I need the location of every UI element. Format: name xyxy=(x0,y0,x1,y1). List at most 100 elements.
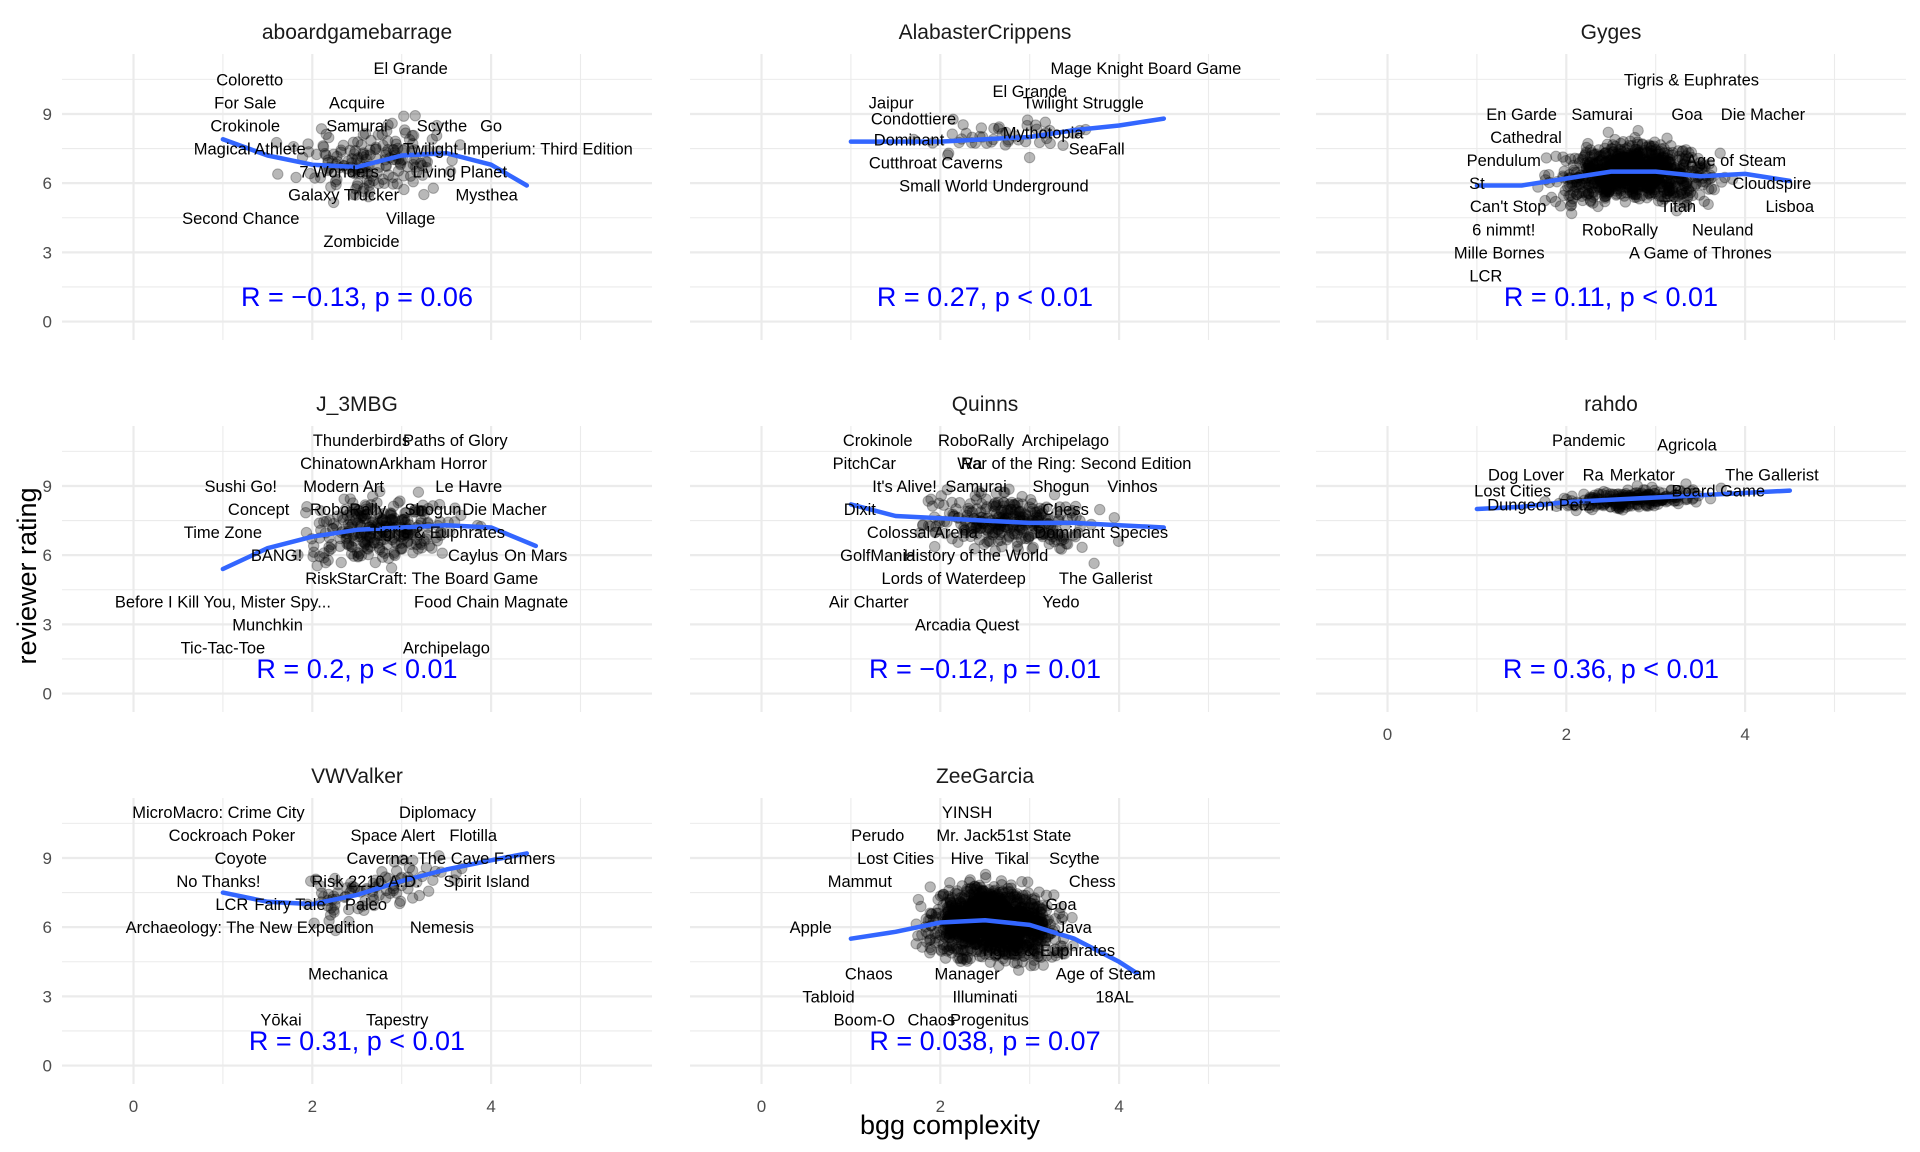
data-point xyxy=(327,148,340,160)
data-point xyxy=(314,171,327,184)
data-point xyxy=(1612,148,1624,160)
data-point xyxy=(1603,186,1615,198)
data-point xyxy=(1651,177,1663,189)
data-point xyxy=(1636,147,1649,159)
point-cloud xyxy=(1532,124,1739,220)
game-label: 51st State xyxy=(997,827,1071,845)
data-point xyxy=(1620,187,1633,199)
data-point xyxy=(387,178,399,190)
data-point xyxy=(407,158,419,171)
data-point xyxy=(1652,146,1665,159)
data-point xyxy=(367,174,380,187)
data-point xyxy=(1577,186,1589,199)
smooth-line xyxy=(848,116,1167,144)
data-point xyxy=(378,177,390,189)
data-point xyxy=(1626,187,1639,199)
data-point xyxy=(998,497,1010,509)
data-point xyxy=(1028,959,1040,972)
data-point xyxy=(1682,189,1694,201)
data-point xyxy=(304,167,316,180)
data-point xyxy=(351,153,363,165)
data-point xyxy=(1649,136,1661,148)
game-label: On Mars xyxy=(504,547,567,565)
data-point xyxy=(1625,148,1638,160)
game-label: Go xyxy=(480,118,502,136)
data-point xyxy=(1656,154,1668,166)
game-label: RoboRally xyxy=(310,501,387,519)
data-point xyxy=(1599,147,1611,160)
data-point xyxy=(1624,135,1636,147)
data-point xyxy=(1599,188,1611,200)
data-point xyxy=(1550,150,1562,163)
data-point xyxy=(398,110,410,122)
game-label: Titan xyxy=(1660,198,1696,216)
data-point xyxy=(1645,187,1658,199)
data-point xyxy=(359,127,372,140)
data-point xyxy=(390,138,402,150)
game-label: Mysthea xyxy=(455,187,518,205)
data-point xyxy=(1016,875,1028,888)
game-label: Mammut xyxy=(828,873,893,891)
data-point xyxy=(1641,155,1654,167)
data-point xyxy=(385,508,398,520)
data-point xyxy=(365,134,377,147)
game-label: Dungeon Petz xyxy=(1487,496,1592,514)
game-label: Dixit xyxy=(844,501,876,519)
data-point xyxy=(337,139,350,152)
data-point xyxy=(387,144,399,156)
game-label: RoboRally xyxy=(938,432,1015,450)
data-point xyxy=(1076,541,1088,554)
data-point xyxy=(356,151,368,163)
game-label: Goa xyxy=(1671,106,1703,124)
data-point xyxy=(410,161,422,173)
data-point xyxy=(1039,116,1052,128)
data-point xyxy=(992,524,1005,537)
data-point xyxy=(376,551,389,563)
data-point xyxy=(1008,890,1021,903)
data-point xyxy=(313,517,326,529)
data-point xyxy=(1630,191,1643,203)
data-point xyxy=(328,904,340,916)
data-point xyxy=(1603,154,1616,166)
game-label: Pendulum xyxy=(1467,152,1541,170)
data-point xyxy=(391,178,403,190)
game-label: Scythe xyxy=(1049,850,1099,868)
data-point xyxy=(430,130,443,142)
data-point xyxy=(1665,139,1677,152)
data-point xyxy=(969,934,981,946)
data-point xyxy=(357,185,369,198)
game-label: Magical Athlete xyxy=(194,141,306,159)
data-point xyxy=(1601,138,1614,151)
data-point xyxy=(1014,901,1027,913)
data-point xyxy=(1539,169,1551,182)
x-axis-title: bgg complexity xyxy=(860,1110,1041,1140)
data-point xyxy=(355,139,368,151)
data-point xyxy=(1678,177,1690,189)
data-point xyxy=(414,157,427,170)
game-label: Yedo xyxy=(1042,593,1079,611)
data-point xyxy=(915,900,927,913)
panel-title: AlabasterCrippens xyxy=(899,21,1072,44)
game-label: Perudo xyxy=(851,827,904,845)
data-point xyxy=(1697,162,1709,174)
game-label: Diplomacy xyxy=(399,804,477,822)
y-tick-label: 3 xyxy=(43,615,52,634)
data-point xyxy=(1586,182,1598,194)
data-point xyxy=(1587,160,1600,172)
data-point xyxy=(404,170,417,182)
data-point xyxy=(966,506,978,518)
data-point xyxy=(1573,157,1586,169)
game-label: Le Havre xyxy=(435,478,502,496)
panel-title: Gyges xyxy=(1581,21,1642,44)
data-point xyxy=(1613,176,1626,189)
data-point xyxy=(347,188,360,201)
data-point xyxy=(1664,158,1677,170)
panel-title: VWValker xyxy=(311,765,403,788)
data-point xyxy=(351,180,363,192)
data-point xyxy=(362,190,375,203)
data-point xyxy=(357,147,370,159)
data-point xyxy=(370,143,382,155)
data-point xyxy=(1633,178,1646,190)
game-label: Jaipur xyxy=(869,94,914,112)
game-label: St xyxy=(1469,175,1485,193)
